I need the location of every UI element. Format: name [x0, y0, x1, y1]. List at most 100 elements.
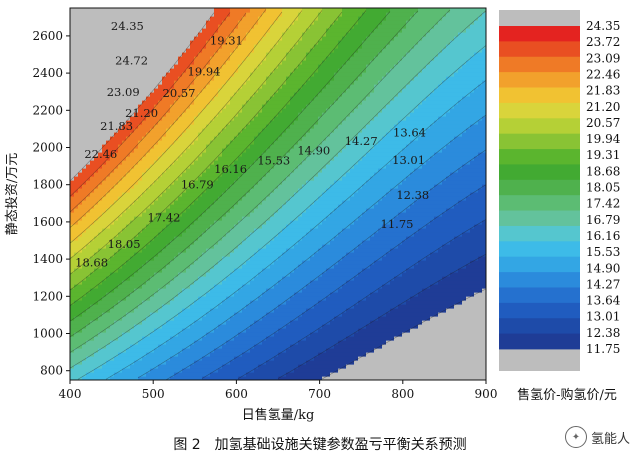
contour-band-cell	[266, 176, 271, 181]
contour-band-cell	[198, 376, 203, 380]
contour-band-cell	[266, 68, 271, 73]
contour-band-cell	[166, 156, 171, 161]
contour-band-cell	[210, 204, 215, 209]
contour-band-cell	[158, 308, 163, 313]
contour-band-cell	[250, 92, 255, 97]
contour-band-cell	[146, 148, 151, 153]
contour-band-cell	[114, 168, 119, 173]
contour-band-cell	[90, 328, 95, 333]
contour-band-cell	[106, 200, 111, 205]
contour-band-cell	[114, 116, 119, 121]
contour-band-cell	[278, 296, 283, 301]
contour-band-cell	[202, 76, 207, 81]
contour-band-cell	[258, 224, 263, 229]
contour-band-cell	[262, 140, 267, 145]
contour-band-cell	[274, 320, 279, 325]
contour-band-cell	[118, 208, 123, 213]
contour-band-cell	[262, 24, 267, 29]
contour-band-cell	[238, 252, 243, 257]
contour-band-cell	[222, 256, 227, 261]
contour-band-cell	[90, 144, 95, 149]
contour-band-cell	[158, 196, 163, 201]
contour-band-cell	[110, 92, 115, 97]
contour-band-cell	[166, 300, 171, 305]
contour-band-cell	[198, 16, 203, 21]
contour-band-cell	[134, 104, 139, 109]
contour-band-cell	[234, 56, 239, 61]
contour-band-cell	[254, 192, 259, 197]
contour-band-cell	[146, 88, 151, 93]
contour-band-cell	[154, 180, 159, 185]
contour-band-cell	[194, 312, 199, 317]
contour-band-cell	[154, 308, 159, 313]
contour-band-cell	[162, 44, 167, 49]
contour-band-cell	[182, 160, 187, 165]
contour-band-cell	[86, 8, 91, 13]
contour-band-cell	[230, 56, 235, 61]
contour-band-cell	[238, 284, 243, 289]
contour-band-cell	[270, 344, 275, 349]
contour-band-cell	[186, 144, 191, 149]
contour-band-cell	[170, 260, 175, 265]
contour-band-cell	[158, 296, 163, 301]
contour-band-cell	[102, 172, 107, 177]
contour-band-cell	[74, 48, 79, 53]
contour-band-cell	[198, 96, 203, 101]
contour-band-cell	[206, 140, 211, 145]
contour-band-cell	[114, 228, 119, 233]
contour-band-cell	[70, 316, 75, 321]
contour-band-cell	[250, 276, 255, 281]
contour-band-cell	[138, 284, 143, 289]
contour-band-cell	[226, 132, 231, 137]
contour-band-cell	[274, 376, 279, 380]
contour-band-cell	[186, 332, 191, 337]
contour-band-cell	[146, 204, 151, 209]
contour-band-cell	[74, 248, 79, 253]
contour-band-cell	[230, 220, 235, 225]
contour-band-cell	[278, 164, 283, 169]
contour-band-cell	[202, 232, 207, 237]
contour-band-cell	[170, 40, 175, 45]
contour-band-cell	[242, 208, 247, 213]
contour-band-cell	[218, 256, 223, 261]
contour-band-cell	[214, 40, 219, 45]
contour-band-cell	[110, 216, 115, 221]
contour-band-cell	[206, 360, 211, 365]
contour-band-cell	[82, 8, 87, 13]
contour-band-cell	[258, 120, 263, 125]
contour-band-cell	[94, 308, 99, 313]
contour-band-cell	[266, 88, 271, 93]
contour-band-cell	[110, 156, 115, 161]
contour-band-cell	[242, 344, 247, 349]
contour-band-cell	[126, 152, 131, 157]
contour-band-cell	[226, 228, 231, 233]
contour-band-cell	[234, 176, 239, 181]
contour-band-cell	[198, 100, 203, 105]
contour-band-cell	[94, 184, 99, 189]
contour-band-cell	[222, 252, 227, 257]
contour-band-cell	[186, 52, 191, 57]
contour-band-cell	[74, 128, 79, 133]
contour-band-cell	[202, 8, 207, 13]
contour-band-cell	[74, 168, 79, 173]
contour-band-cell	[118, 244, 123, 249]
contour-band-cell	[190, 32, 195, 37]
contour-band-cell	[262, 228, 267, 233]
contour-band-cell	[98, 60, 103, 65]
contour-band-cell	[78, 216, 83, 221]
contour-band-cell	[218, 372, 223, 377]
contour-band-cell	[150, 256, 155, 261]
contour-band-cell	[234, 248, 239, 253]
contour-band-cell	[142, 356, 147, 361]
contour-band-cell	[94, 212, 99, 217]
contour-band-cell	[282, 324, 287, 329]
contour-band-cell	[210, 64, 215, 69]
contour-band-cell	[70, 40, 75, 45]
contour-band-cell	[130, 136, 135, 141]
contour-band-cell	[210, 252, 215, 257]
contour-band-cell	[182, 336, 187, 341]
contour-band-cell	[274, 52, 279, 57]
contour-band-cell	[186, 328, 191, 333]
contour-band-cell	[238, 196, 243, 201]
contour-band-cell	[166, 324, 171, 329]
